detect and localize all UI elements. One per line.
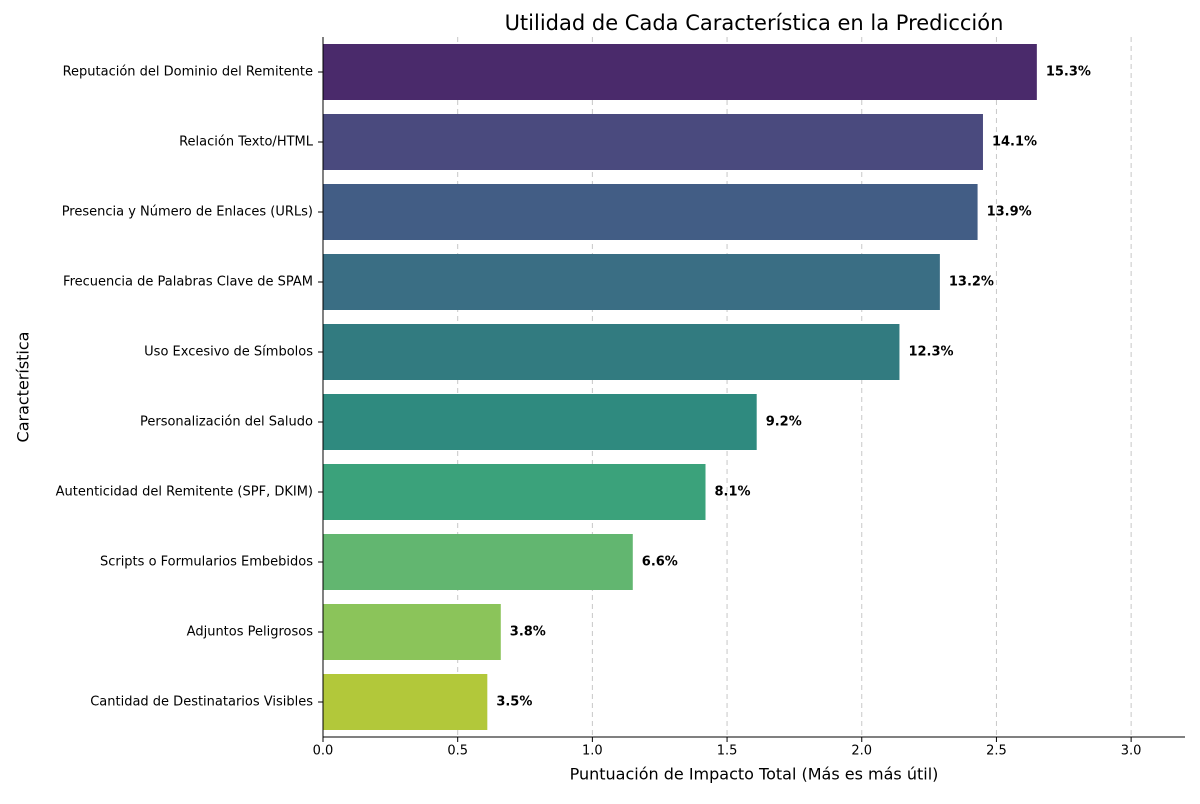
bar bbox=[323, 394, 757, 450]
y-tick-label: Relación Texto/HTML bbox=[179, 135, 314, 150]
value-label: 13.9% bbox=[987, 205, 1032, 220]
bar bbox=[323, 44, 1037, 100]
x-tick-label: 1.0 bbox=[582, 744, 603, 759]
y-tick-label: Cantidad de Destinatarios Visibles bbox=[90, 695, 313, 710]
x-tick-label: 3.0 bbox=[1121, 744, 1142, 759]
x-tick-label: 0.0 bbox=[313, 744, 334, 759]
value-label: 8.1% bbox=[715, 485, 751, 500]
y-tick-label: Autenticidad del Remitente (SPF, DKIM) bbox=[56, 485, 313, 500]
bar bbox=[323, 184, 978, 240]
x-tick-label: 0.5 bbox=[447, 744, 468, 759]
value-label: 12.3% bbox=[908, 345, 953, 360]
bar bbox=[323, 534, 633, 590]
y-tick-label: Reputación del Dominio del Remitente bbox=[63, 65, 313, 80]
value-label: 14.1% bbox=[992, 135, 1037, 150]
chart-title: Utilidad de Cada Característica en la Pr… bbox=[505, 11, 1004, 35]
x-tick-label: 2.0 bbox=[851, 744, 872, 759]
value-label: 3.8% bbox=[510, 625, 546, 640]
bar bbox=[323, 604, 501, 660]
value-label: 3.5% bbox=[496, 695, 532, 710]
x-tick-label: 2.5 bbox=[986, 744, 1007, 759]
y-tick-label: Frecuencia de Palabras Clave de SPAM bbox=[63, 275, 313, 290]
y-axis-label: Característica bbox=[14, 332, 33, 443]
bar bbox=[323, 114, 983, 170]
bar bbox=[323, 464, 706, 520]
bar bbox=[323, 324, 900, 380]
value-label: 13.2% bbox=[949, 275, 994, 290]
y-tick-label: Personalización del Saludo bbox=[140, 415, 313, 430]
y-tick-label: Uso Excesivo de Símbolos bbox=[144, 345, 313, 360]
bar bbox=[323, 254, 940, 310]
value-label: 15.3% bbox=[1046, 65, 1091, 80]
y-tick-label: Adjuntos Peligrosos bbox=[187, 625, 314, 640]
x-axis-label: Puntuación de Impacto Total (Más es más … bbox=[570, 765, 939, 784]
bar bbox=[323, 674, 488, 730]
y-tick-label: Presencia y Número de Enlaces (URLs) bbox=[62, 205, 313, 220]
y-tick-label: Scripts o Formularios Embebidos bbox=[100, 555, 313, 570]
x-tick-label: 1.5 bbox=[717, 744, 738, 759]
value-label: 6.6% bbox=[642, 555, 678, 570]
value-label: 9.2% bbox=[766, 415, 802, 430]
